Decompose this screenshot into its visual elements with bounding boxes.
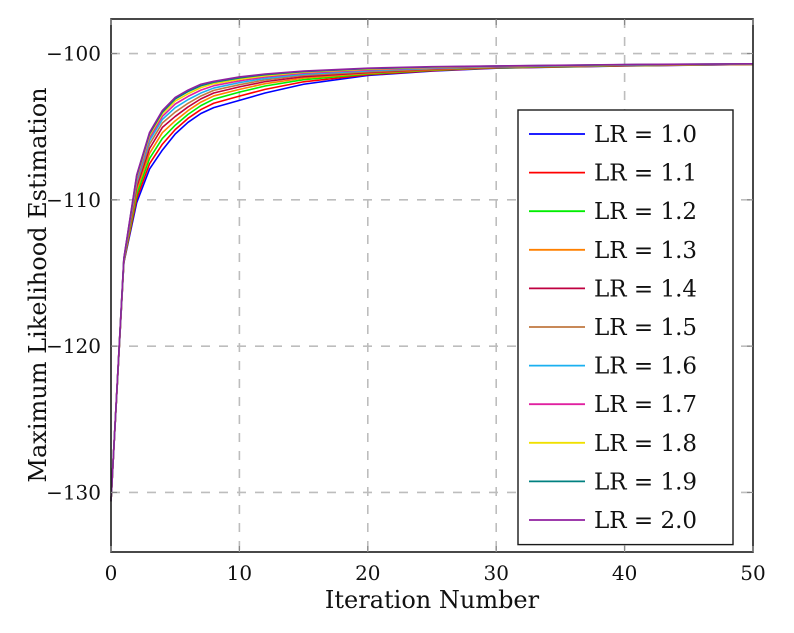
- legend-label: LR = 1.7: [594, 392, 697, 418]
- y-axis-tick-labels: −100 −110 −120 −130: [46, 42, 101, 505]
- x-tick-label: 50: [740, 561, 765, 585]
- y-tick-label: −120: [46, 334, 101, 358]
- legend-label: LR = 1.6: [594, 354, 697, 380]
- y-tick-label: −130: [46, 480, 101, 504]
- x-tick-label: 10: [227, 561, 252, 585]
- legend-label: LR = 1.0: [594, 122, 697, 148]
- x-tick-label: 20: [355, 561, 380, 585]
- legend-label: LR = 1.5: [594, 315, 697, 341]
- legend: LR = 1.0 LR = 1.1 LR = 1.2 LR = 1.3 LR = 1.4…: [517, 109, 734, 546]
- y-axis-label: Maximum Likelihood Estimation: [24, 87, 52, 482]
- x-tick-label: 30: [483, 561, 508, 585]
- series-lines: [110, 62, 754, 502]
- legend-label: LR = 1.8: [594, 431, 697, 457]
- y-tick-label: −110: [46, 188, 101, 212]
- plot-frame: [110, 18, 754, 553]
- x-axis-label: Iteration Number: [325, 586, 540, 614]
- legend-label: LR = 1.1: [594, 161, 697, 187]
- legend-label: LR = 1.3: [594, 238, 697, 264]
- legend-label: LR = 2.0: [594, 508, 697, 534]
- legend-label: LR = 1.9: [594, 469, 697, 495]
- legend-label: LR = 1.2: [594, 199, 697, 225]
- x-axis-tick-labels: 0 10 20 30 40 50: [105, 561, 766, 585]
- x-tick-label: 0: [105, 561, 118, 585]
- x-tick-label: 40: [612, 561, 637, 585]
- series-line: [110, 62, 754, 502]
- axis-ticks: [110, 19, 754, 552]
- legend-label: LR = 1.4: [594, 276, 697, 302]
- y-tick-label: −100: [46, 42, 101, 66]
